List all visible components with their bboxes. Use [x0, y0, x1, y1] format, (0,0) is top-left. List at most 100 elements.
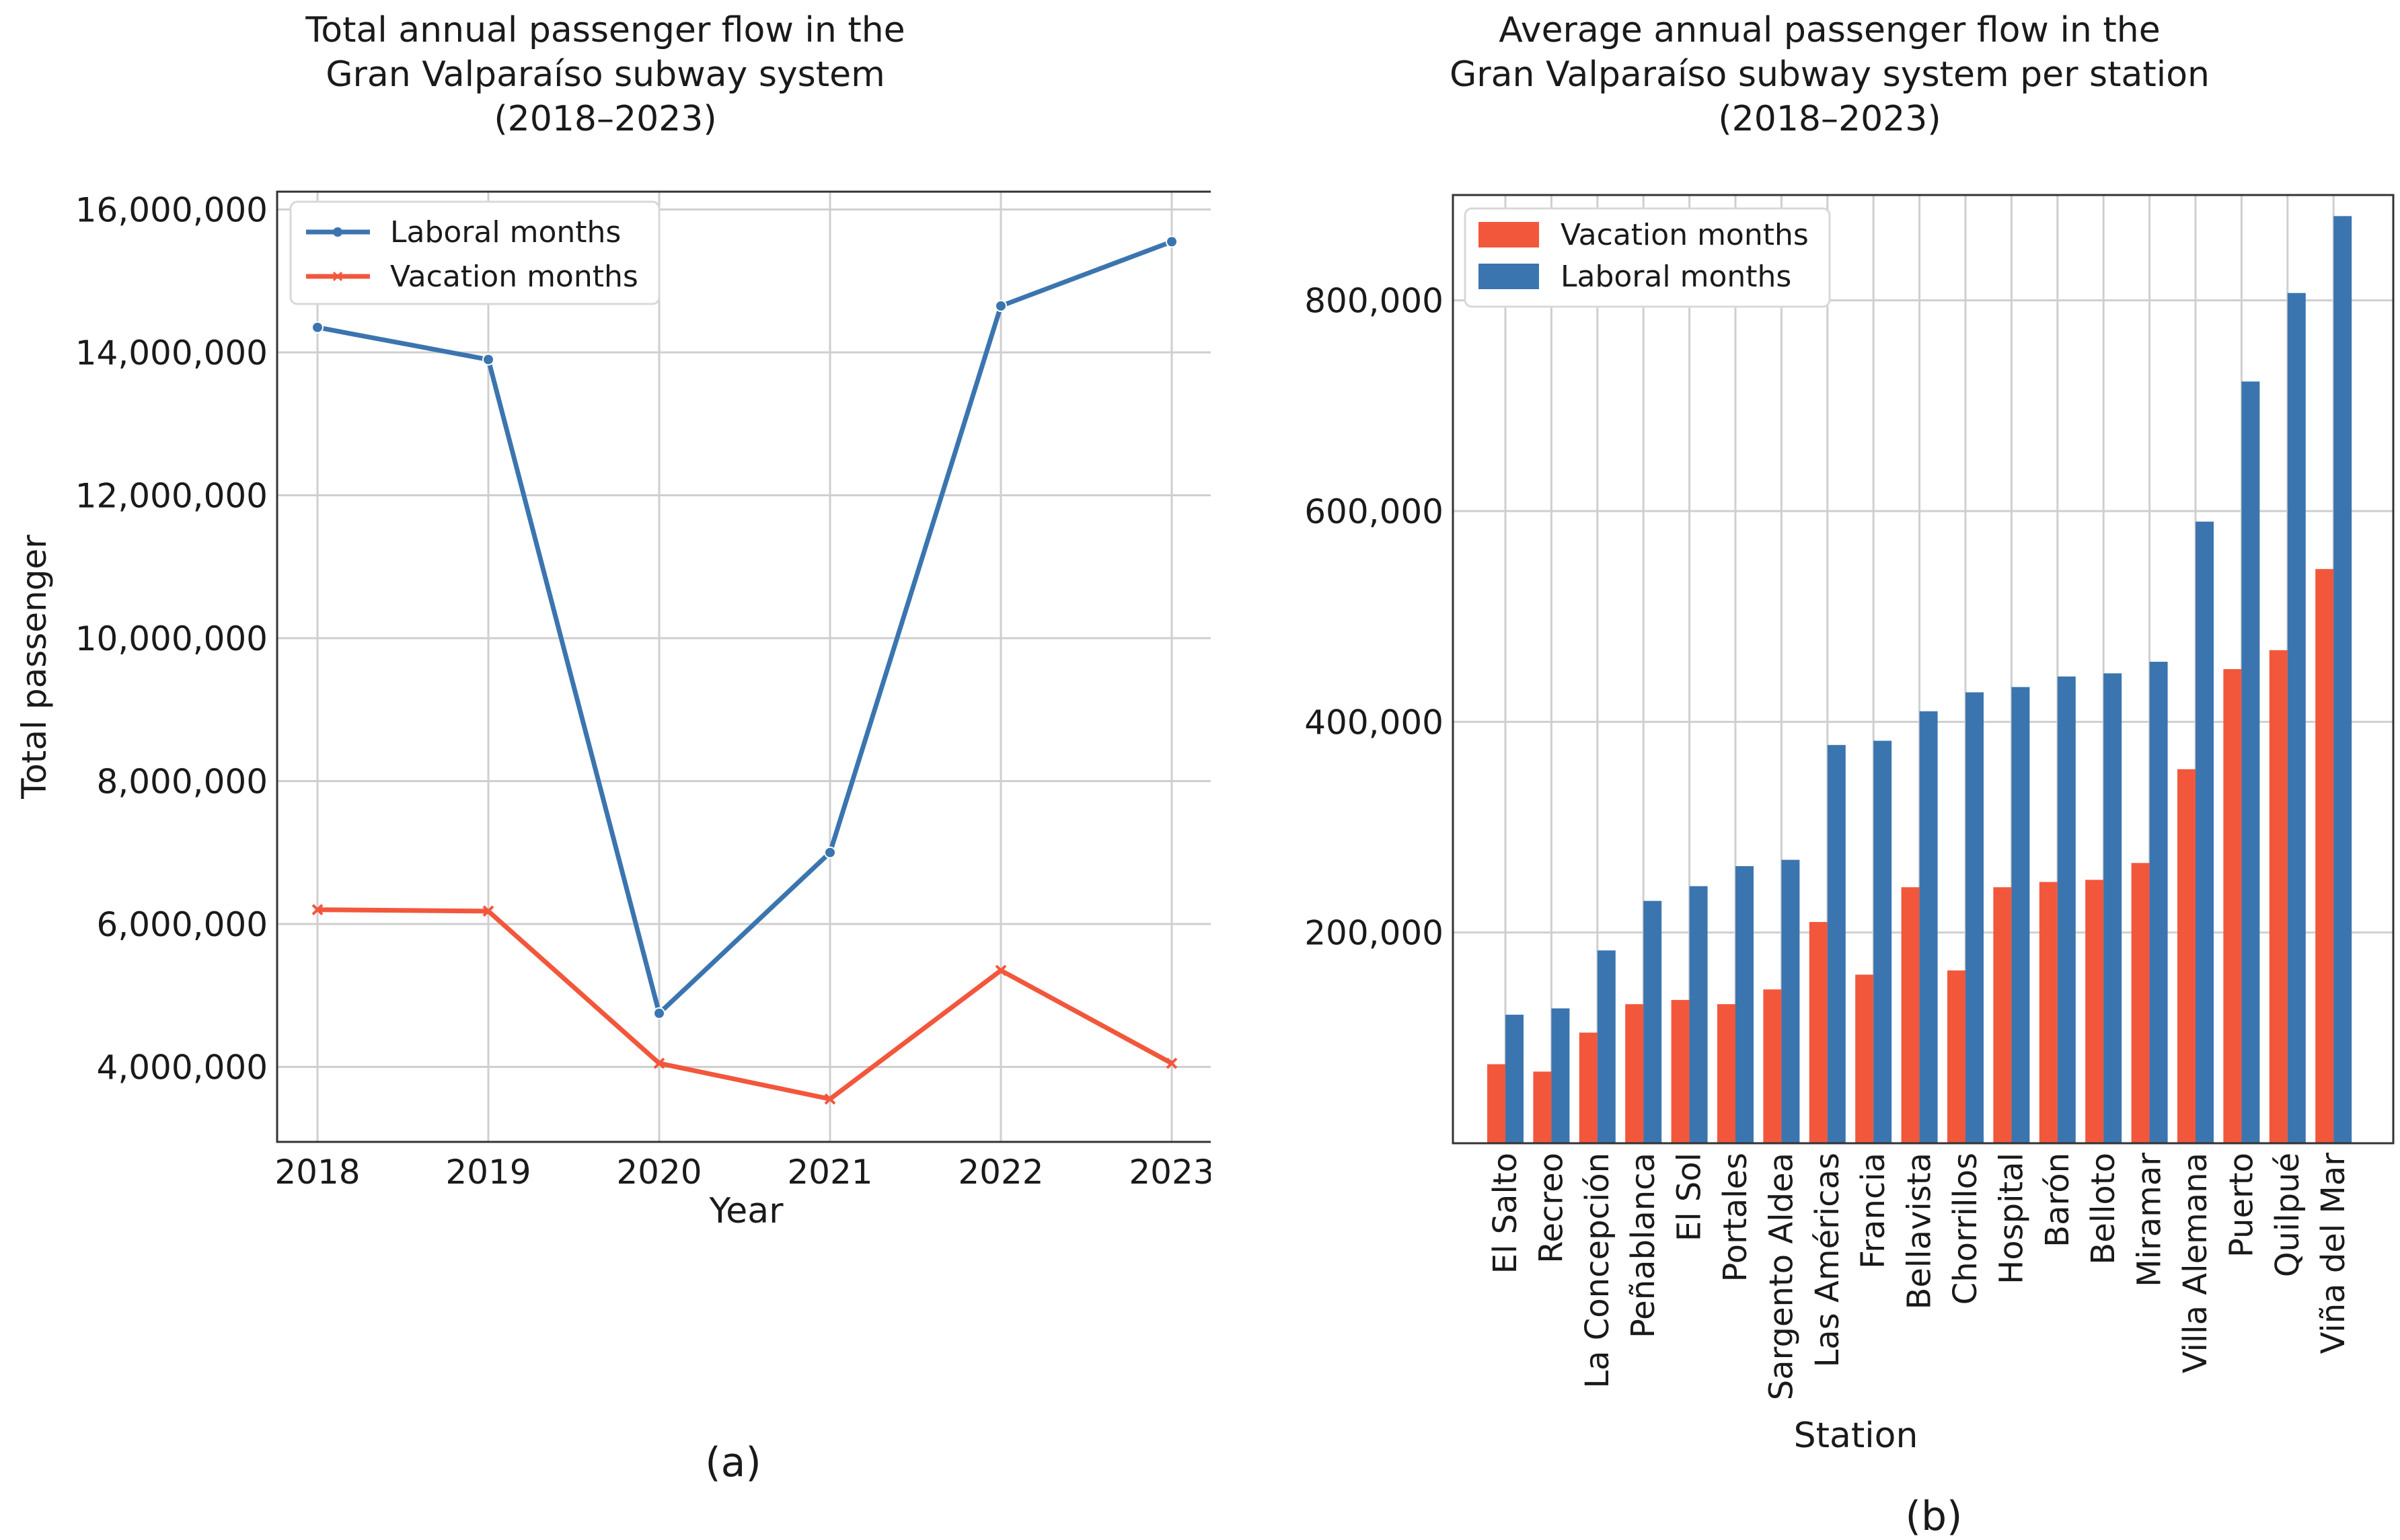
- bar: [1597, 950, 1616, 1143]
- legend-label: Laboral months: [390, 215, 621, 249]
- x-tick-label: Viña del Mar: [2315, 1153, 2352, 1354]
- data-point: [995, 299, 1007, 312]
- data-point: [1166, 235, 1178, 248]
- legend-marker: [333, 227, 342, 237]
- x-tick-label: 2019: [445, 1153, 531, 1192]
- x-tick-label: Bellavista: [1901, 1153, 1939, 1310]
- x-tick-label: 2021: [787, 1153, 872, 1192]
- x-tick-label: 2022: [958, 1153, 1043, 1192]
- x-tick-label: Hospital: [1992, 1153, 2030, 1284]
- bar: [2177, 769, 2196, 1143]
- series-line: [317, 239, 1173, 1016]
- data-point: [482, 353, 494, 366]
- bar: [1809, 922, 1828, 1143]
- bar: [2196, 521, 2214, 1143]
- legend: Laboral months Vacation months: [289, 200, 661, 305]
- legend-label: Vacation months: [1561, 218, 1809, 252]
- y-tick-label: 14,000,000: [75, 334, 268, 373]
- panel-label-a: (a): [705, 1439, 761, 1486]
- x-tick-label: Barón: [2039, 1153, 2076, 1247]
- x-axis-label: Year: [708, 1191, 784, 1231]
- bar: [1551, 1008, 1570, 1143]
- bar: [2085, 880, 2104, 1143]
- x-tick-label: El Salto: [1487, 1153, 1524, 1274]
- bar: [1671, 999, 1690, 1143]
- x-tick-label: Sargento Aldea: [1762, 1153, 1800, 1400]
- bar: [2039, 882, 2058, 1143]
- chart-b-title: Average annual passenger flow in the Gra…: [1449, 10, 2210, 139]
- x-tick-label: 2023: [1129, 1153, 1211, 1192]
- data-point: [311, 321, 324, 334]
- bar: [1505, 1014, 1524, 1143]
- bar: [2333, 216, 2352, 1143]
- data-point: [653, 1057, 665, 1069]
- x-tick-label: Peñablanca: [1624, 1153, 1662, 1338]
- x-tick-label: Belloto: [2085, 1153, 2122, 1265]
- y-tick-label: 6,000,000: [97, 905, 268, 944]
- marker-stroke: [311, 904, 324, 916]
- bar: [1965, 692, 1984, 1143]
- x-tick-label: Francia: [1854, 1153, 1892, 1269]
- legend-swatch: [1478, 222, 1539, 247]
- y-tick-label: 8,000,000: [97, 762, 268, 801]
- x-tick-label: El Sol: [1671, 1153, 1709, 1241]
- data-point: [482, 905, 494, 917]
- y-tick-label: 800,000: [1304, 282, 1443, 321]
- y-tick-label: 200,000: [1304, 914, 1443, 953]
- x-tick-label: Las Américas: [1809, 1153, 1846, 1367]
- data-point: [653, 1007, 665, 1019]
- bar: [2103, 673, 2122, 1143]
- x-tick-label: 2020: [616, 1153, 702, 1192]
- series-line: [317, 907, 1173, 1102]
- bar: [1625, 1004, 1644, 1143]
- x-tick-label: Villa Alemana: [2177, 1153, 2214, 1373]
- bar: [2315, 569, 2334, 1143]
- marker-stroke: [1166, 1057, 1178, 1069]
- bar: [2057, 676, 2076, 1143]
- marker-stroke: [653, 1057, 665, 1069]
- x-tick-label: Chorrillos: [1947, 1153, 1984, 1305]
- y-tick-label: 10,000,000: [75, 619, 268, 658]
- bar: [1873, 740, 1892, 1143]
- x-tick-label: Portales: [1717, 1153, 1754, 1282]
- panel-b: Average annual passenger flow in the Gra…: [1211, 0, 2400, 1540]
- bar: [1901, 887, 1920, 1143]
- data-point: [995, 964, 1007, 976]
- legend: Vacation months Laboral months: [1464, 207, 1831, 308]
- legend-box: [289, 200, 661, 305]
- bar: [2011, 687, 2030, 1143]
- bar: [2241, 381, 2260, 1143]
- legend-box: [1464, 207, 1831, 308]
- bar: [1643, 900, 1662, 1143]
- bar: [2223, 669, 2242, 1143]
- bar: [1689, 886, 1708, 1143]
- legend-label: Laboral months: [1561, 260, 1791, 294]
- bar: [2269, 650, 2288, 1143]
- legend-label: Vacation months: [390, 260, 638, 294]
- y-tick-label: 16,000,000: [75, 191, 268, 230]
- chart-b: 200,000 400,000 600,000 800,000 El Salto Recr…: [1304, 194, 2395, 1456]
- bar: [2131, 863, 2150, 1143]
- legend-swatch: [1478, 264, 1539, 289]
- bar: [2287, 293, 2306, 1144]
- x-tick-label: Puerto: [2222, 1153, 2260, 1258]
- bar: [1717, 1004, 1735, 1143]
- bar: [1763, 989, 1782, 1143]
- chart-a-title: Total annual passenger flow in the Gran …: [305, 10, 905, 139]
- bar: [1533, 1071, 1552, 1143]
- data-point: [311, 904, 324, 916]
- bar: [1947, 970, 1965, 1143]
- x-tick-label: 2018: [274, 1153, 360, 1192]
- plot-frame: [276, 190, 1211, 1143]
- panel-label-b: (b): [1905, 1493, 1963, 1540]
- x-axis-label: Station: [1794, 1416, 1918, 1456]
- plot-frame: [1452, 194, 2395, 1145]
- y-axis-label: Total passenger: [15, 535, 54, 800]
- bar: [2149, 662, 2168, 1143]
- x-tick-label: Recreo: [1532, 1153, 1570, 1264]
- y-tick-label: 12,000,000: [75, 477, 268, 516]
- bar: [1827, 744, 1846, 1143]
- x-tick-label: La Concepción: [1579, 1153, 1616, 1389]
- chart-a: 4,000,000 6,000,000 8,000,000 10,000,000 12,…: [15, 190, 1211, 1231]
- y-tick-label: 400,000: [1304, 703, 1443, 742]
